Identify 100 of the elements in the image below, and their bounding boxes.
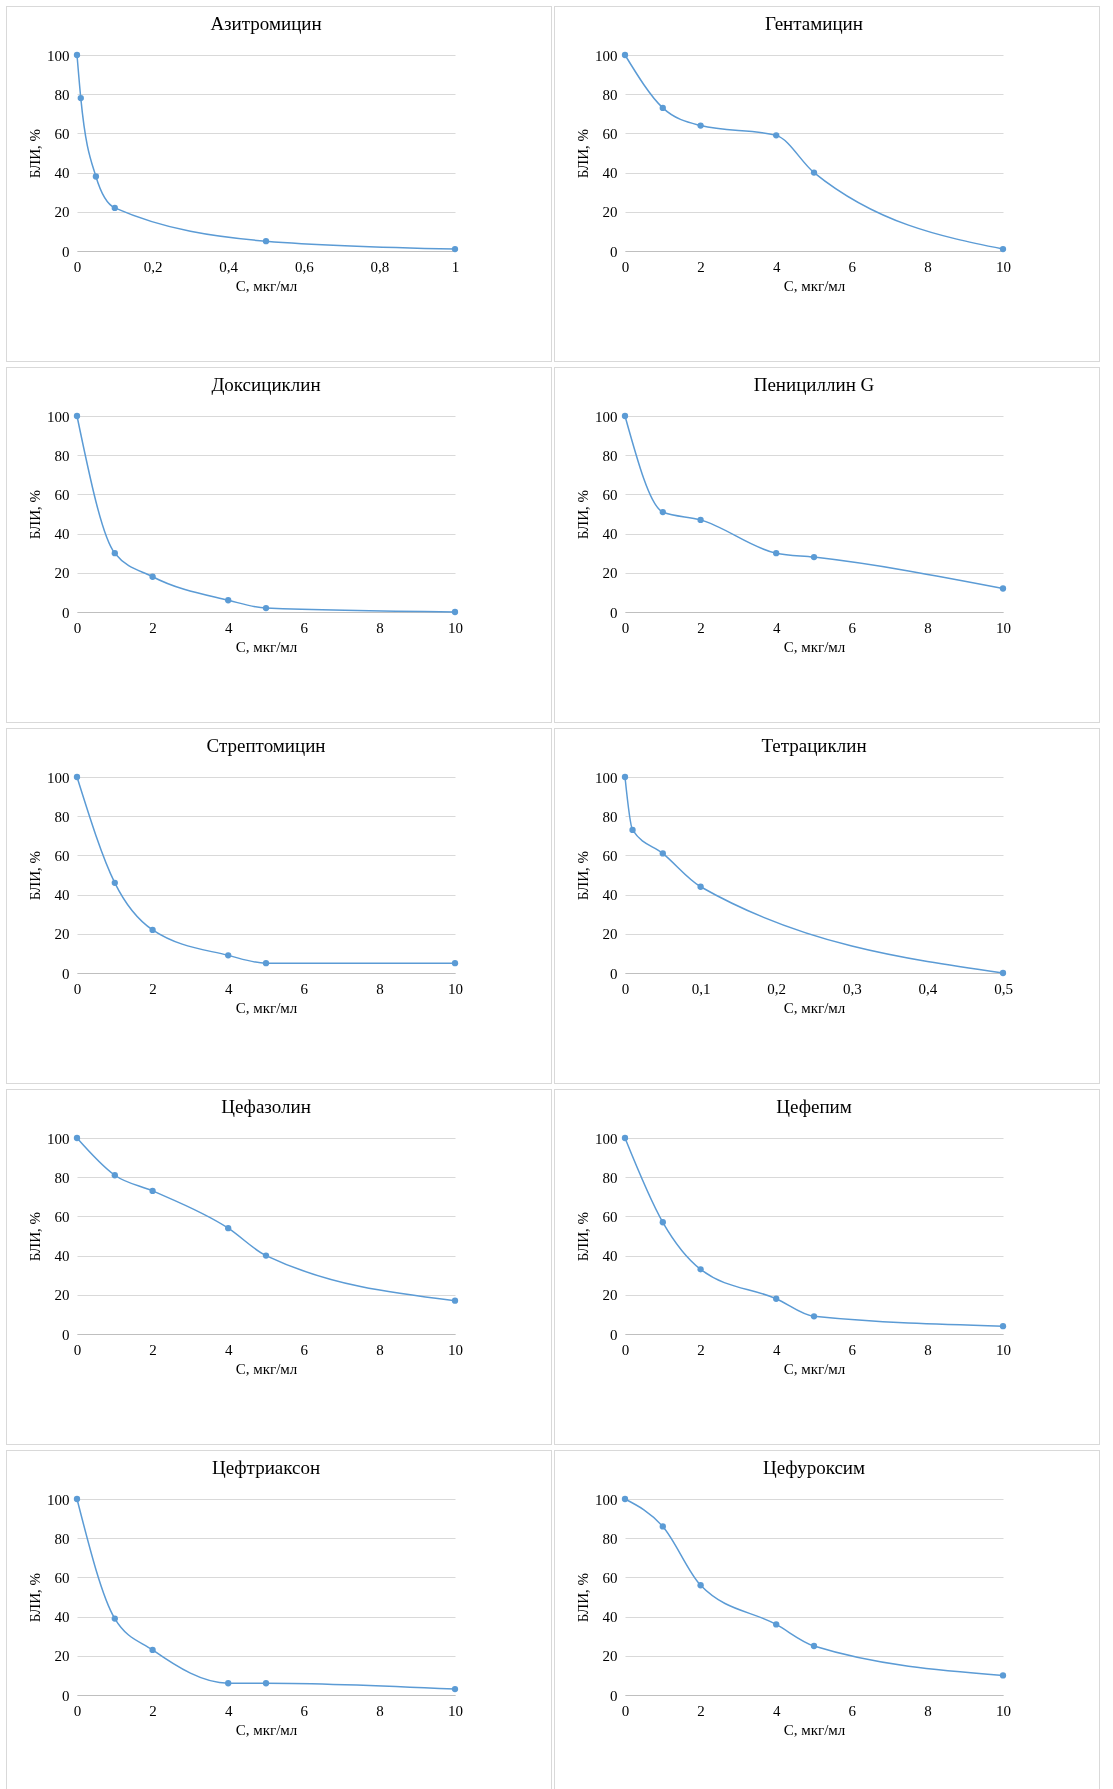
x-tick-label: 6 bbox=[848, 1341, 857, 1358]
point bbox=[773, 132, 780, 139]
x-tick-label: 4 bbox=[224, 980, 233, 997]
x-tick-label: 10 bbox=[448, 1702, 463, 1719]
x-tick-label: 2 bbox=[697, 1702, 705, 1719]
point bbox=[999, 969, 1007, 977]
point bbox=[999, 245, 1007, 253]
y-tick-label: 80 bbox=[54, 86, 70, 103]
x-axis-title: С, мкг/мл bbox=[783, 1721, 846, 1738]
x-tick-label: 0,5 bbox=[994, 980, 1013, 997]
y-tick-label: 0 bbox=[610, 604, 618, 621]
y-tick-label: 80 bbox=[54, 447, 70, 464]
point bbox=[697, 1266, 704, 1273]
x-tick-label: 4 bbox=[772, 619, 781, 636]
x-tick-label: 4 bbox=[772, 258, 781, 275]
x-tick-label: 0 bbox=[73, 1702, 82, 1719]
y-tick-label: 80 bbox=[54, 808, 70, 825]
x-axis-title: С, мкг/мл bbox=[235, 1360, 298, 1377]
x-tick-label: 1 bbox=[451, 258, 460, 275]
y-tick-label: 0 bbox=[62, 604, 70, 621]
x-tick-label: 6 bbox=[848, 258, 857, 275]
y-tick-label: 100 bbox=[47, 1491, 70, 1508]
y-tick-label: 80 bbox=[602, 1169, 618, 1186]
x-tick-label: 0,1 bbox=[691, 980, 711, 997]
x-tick-label: 10 bbox=[996, 258, 1011, 275]
x-tick-label: 0 bbox=[73, 258, 82, 275]
point bbox=[629, 826, 636, 834]
x-tick-label: 2 bbox=[149, 1341, 157, 1358]
x-tick-label: 6 bbox=[300, 1702, 309, 1719]
point bbox=[659, 1219, 666, 1226]
point bbox=[810, 1642, 818, 1650]
x-tick-label: 6 bbox=[300, 619, 309, 636]
x-tick-label: 2 bbox=[149, 980, 157, 997]
point bbox=[810, 553, 818, 561]
y-tick-label: 100 bbox=[595, 1491, 618, 1508]
y-axis-title: БЛИ, % bbox=[575, 1211, 591, 1262]
point bbox=[73, 773, 81, 781]
point bbox=[77, 94, 84, 102]
point bbox=[149, 1187, 156, 1195]
y-tick-label: 80 bbox=[602, 86, 618, 103]
y-tick-label: 20 bbox=[602, 1648, 618, 1665]
x-tick-label: 0 bbox=[73, 1341, 82, 1358]
y-tick-label: 100 bbox=[47, 769, 70, 786]
x-tick-label: 2 bbox=[697, 1341, 705, 1358]
y-tick-label: 100 bbox=[595, 1130, 618, 1147]
y-tick-label: 40 bbox=[54, 1248, 70, 1265]
point bbox=[225, 952, 232, 959]
point bbox=[262, 1252, 270, 1259]
y-axis-title: БЛИ, % bbox=[27, 1211, 43, 1262]
point bbox=[225, 597, 232, 604]
y-axis-title: БЛИ, % bbox=[575, 850, 591, 901]
x-axis-title: С, мкг/мл bbox=[235, 638, 298, 655]
x-tick-label: 4 bbox=[224, 1341, 233, 1358]
x-tick-label: 4 bbox=[224, 1702, 233, 1719]
point bbox=[262, 604, 270, 612]
point bbox=[73, 1134, 81, 1142]
y-tick-label: 20 bbox=[602, 926, 618, 943]
x-tick-label: 0 bbox=[621, 258, 630, 275]
y-tick-label: 60 bbox=[54, 1569, 70, 1586]
point bbox=[451, 245, 459, 253]
point bbox=[149, 573, 156, 580]
y-tick-label: 20 bbox=[54, 204, 70, 221]
chart-title: Цефтриаксон bbox=[211, 1457, 321, 1478]
y-tick-label: 0 bbox=[610, 965, 618, 982]
y-axis-title: БЛИ, % bbox=[27, 489, 43, 540]
y-tick-label: 20 bbox=[54, 926, 70, 943]
x-tick-label: 8 bbox=[924, 1702, 932, 1719]
y-axis-title: БЛИ, % bbox=[575, 128, 591, 179]
x-tick-label: 8 bbox=[376, 619, 384, 636]
y-axis-title: БЛИ, % bbox=[27, 1572, 43, 1623]
y-tick-label: 100 bbox=[595, 769, 618, 786]
x-tick-label: 0 bbox=[73, 619, 82, 636]
point bbox=[773, 1621, 780, 1628]
x-tick-label: 10 bbox=[448, 1341, 463, 1358]
y-tick-label: 0 bbox=[610, 1687, 618, 1704]
point bbox=[451, 1685, 459, 1693]
x-tick-label: 0 bbox=[621, 1341, 630, 1358]
y-tick-label: 100 bbox=[595, 408, 618, 425]
x-tick-label: 0,3 bbox=[842, 980, 862, 997]
x-tick-label: 8 bbox=[924, 619, 932, 636]
x-tick-label: 0,4 bbox=[918, 980, 938, 997]
point bbox=[659, 850, 666, 857]
x-tick-label: 8 bbox=[924, 258, 932, 275]
x-tick-label: 0,2 bbox=[767, 980, 787, 997]
x-tick-label: 10 bbox=[448, 619, 463, 636]
y-axis-title: БЛИ, % bbox=[27, 128, 43, 179]
chart-title: Цефепим bbox=[776, 1096, 852, 1117]
point bbox=[697, 122, 704, 129]
point bbox=[659, 104, 666, 112]
point bbox=[697, 1582, 704, 1589]
y-tick-label: 100 bbox=[595, 47, 618, 64]
point bbox=[111, 1172, 118, 1179]
chart-title: Азитромицин bbox=[210, 13, 322, 34]
point bbox=[810, 169, 818, 176]
point bbox=[262, 238, 270, 245]
point bbox=[659, 508, 666, 516]
point bbox=[451, 608, 459, 616]
x-tick-label: 0,4 bbox=[219, 258, 239, 275]
x-tick-label: 6 bbox=[300, 1341, 309, 1358]
x-tick-label: 0,6 bbox=[294, 258, 315, 275]
